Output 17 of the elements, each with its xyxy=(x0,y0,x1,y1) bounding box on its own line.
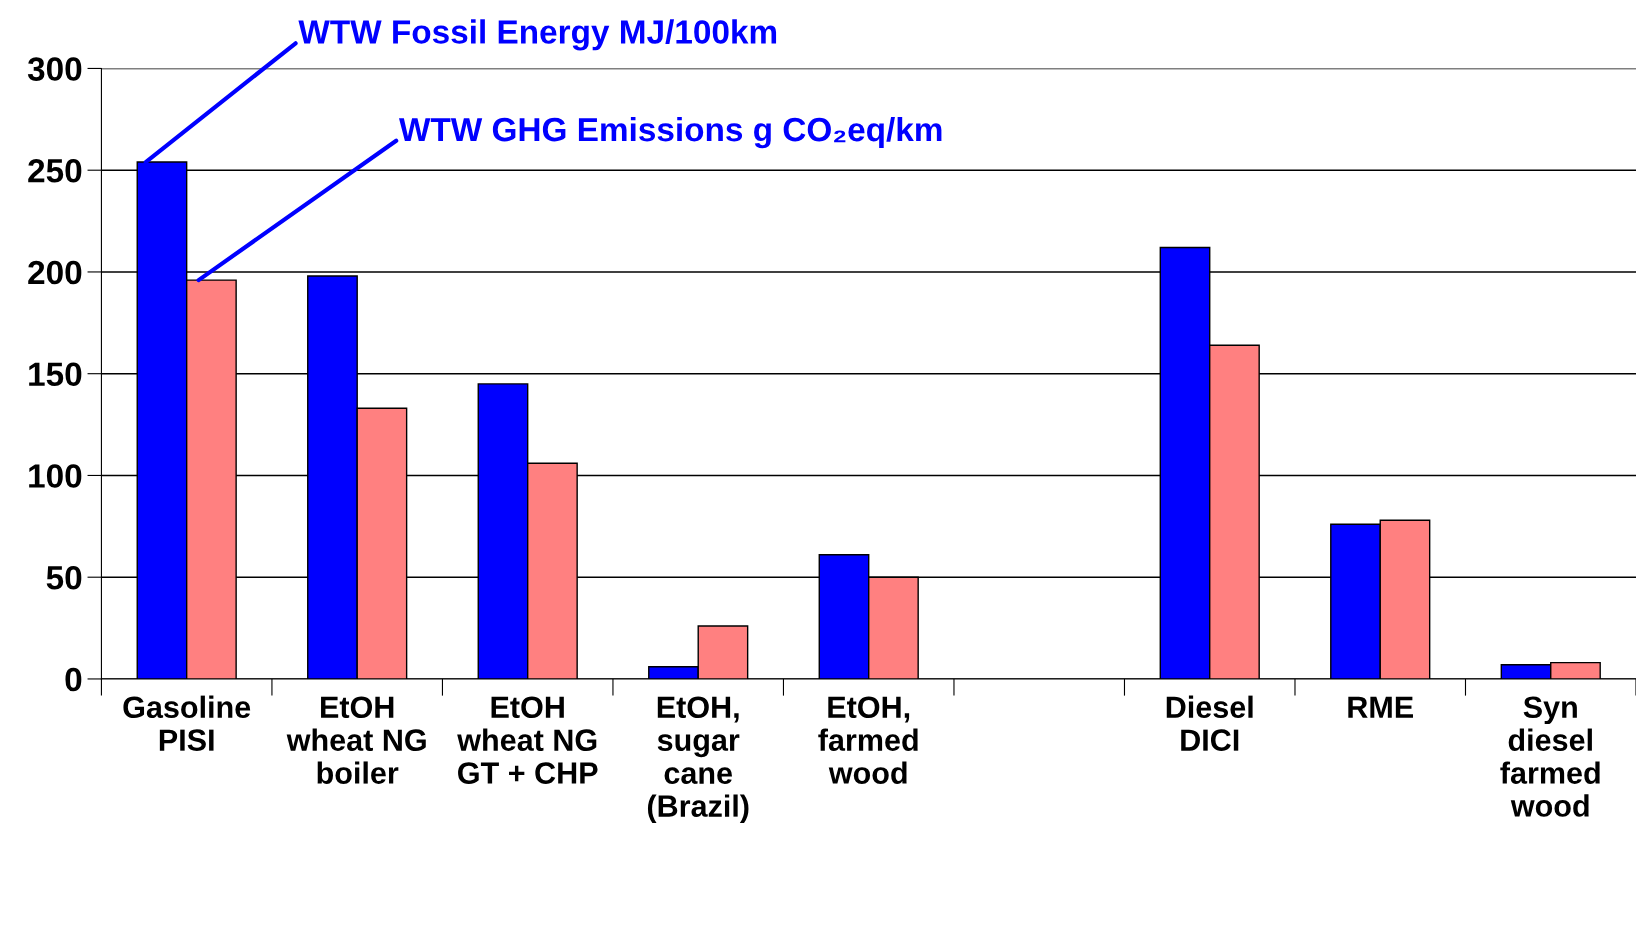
x-tick-label: EtOH, farmed wood xyxy=(818,696,918,784)
y-tick-label: 0 xyxy=(65,667,82,692)
y-tick-label: 200 xyxy=(28,260,82,285)
y-tick-label: 250 xyxy=(28,159,82,183)
x-tick-label: Diesel DICI xyxy=(1166,695,1253,751)
x-tick-label: EtOH wheat NG boiler xyxy=(286,696,426,784)
text: WTW Fossil Energy MJ/100km xyxy=(298,19,777,51)
x-tick-label: EtOH wheat NG GT + CHP xyxy=(457,696,598,784)
y-tick-label: 300 xyxy=(27,57,82,81)
x-tick-label: EtOH, sugar cane (Brazil) xyxy=(647,696,749,823)
x-tick-label: Gasoline PISI xyxy=(123,695,251,751)
y-tick-label: 100 xyxy=(29,464,82,488)
y-tick-label: 50 xyxy=(46,566,82,590)
y-tick-label: 150 xyxy=(29,362,82,387)
x-tick-label: RME xyxy=(1348,696,1413,718)
text: WTW GHG Emissions g CO₂eq/km xyxy=(399,116,942,149)
x-tick-label: Syn diesel farmed wood xyxy=(1500,696,1600,817)
